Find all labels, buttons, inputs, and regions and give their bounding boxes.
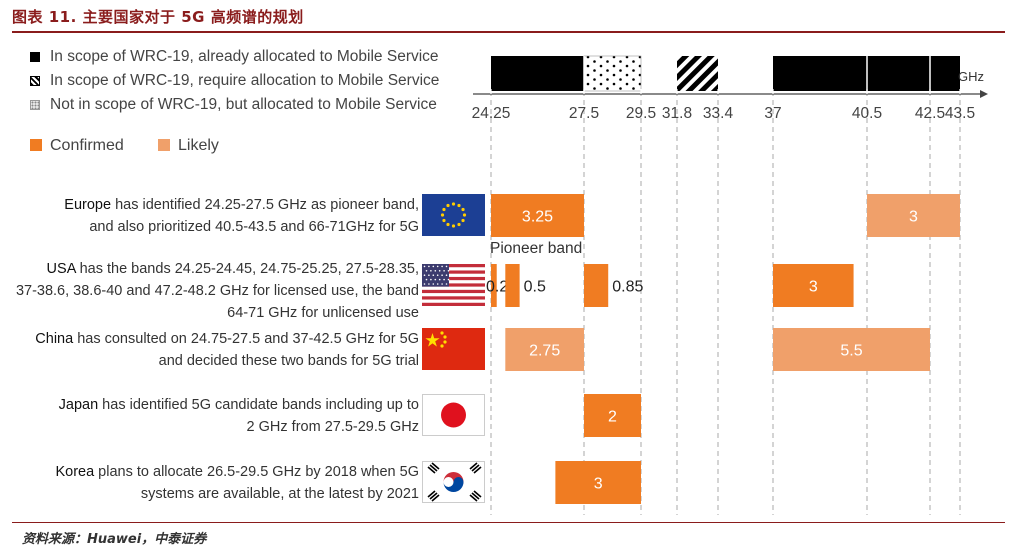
desc-line: 64-71 GHz for unlicensed use xyxy=(227,305,419,321)
desc-line: and also prioritized 40.5-43.5 and 66-71… xyxy=(89,219,419,235)
bar xyxy=(555,461,641,504)
desc-line: plans to allocate 26.5-29.5 GHz by 2018 … xyxy=(94,464,419,480)
bar-value-label: 5.5 xyxy=(840,343,862,360)
footer-divider xyxy=(12,522,1005,523)
bar xyxy=(584,394,641,437)
country-name: Korea xyxy=(55,464,95,480)
bar-value-label: 2.75 xyxy=(529,343,560,360)
desc-line: has identified 24.25-27.5 GHz as pioneer… xyxy=(111,197,419,213)
tick-label: 43.5 xyxy=(945,105,975,122)
bar-value-label: 0.5 xyxy=(524,279,546,296)
tick-label: 27.5 xyxy=(569,105,599,122)
us-flag xyxy=(422,264,485,306)
tick-label: 40.5 xyxy=(852,105,882,122)
row-description-europe: Europe has identified 24.25-27.5 GHz as … xyxy=(64,194,419,238)
scope-band xyxy=(677,56,718,91)
tick-label: 24.25 xyxy=(472,105,511,122)
legend-label: Confirmed xyxy=(50,137,124,154)
bar xyxy=(773,328,930,371)
bar xyxy=(867,194,960,237)
legend-item-solid: In scope of WRC-19, already allocated to… xyxy=(30,47,439,67)
cn-flag xyxy=(422,328,485,370)
title-divider xyxy=(12,31,1005,33)
desc-line: has consulted on 24.75-27.5 and 37-42.5 … xyxy=(73,331,419,347)
bar xyxy=(505,328,584,371)
legend-label: Likely xyxy=(178,137,219,154)
row-description-china: China has consulted on 24.75-27.5 and 37… xyxy=(35,328,419,372)
scope-band xyxy=(491,56,584,91)
bar-value-label: 0.85 xyxy=(612,279,643,296)
tick-label: 42.5 xyxy=(915,105,945,122)
tick-label: 37 xyxy=(764,105,781,122)
desc-line: 37-38.6, 38.6-40 and 47.2-48.2 GHz for l… xyxy=(15,283,419,299)
pioneer-band-annotation: Pioneer band xyxy=(490,240,582,257)
row-description-usa: USA has the bands 24.25-24.45, 24.75-25.… xyxy=(16,258,419,324)
tick-label: 29.5 xyxy=(626,105,656,122)
country-name: Japan xyxy=(58,397,99,413)
confirmed-swatch-icon xyxy=(30,139,42,151)
likely-swatch-icon xyxy=(158,139,170,151)
tick-label: 33.4 xyxy=(703,105,734,122)
country-name: Europe xyxy=(64,197,112,213)
legend-item-dots: Not in scope of WRC-19, but allocated to… xyxy=(30,95,437,115)
bar-value-label: 3 xyxy=(594,476,603,493)
solid-swatch-icon xyxy=(30,52,40,62)
hatch-swatch-icon xyxy=(30,76,40,86)
scope-band xyxy=(583,55,642,92)
bar xyxy=(491,264,497,307)
source-note: 资料来源：Huawei，中泰证券 xyxy=(22,532,207,547)
legend-label: Not in scope of WRC-19, but allocated to… xyxy=(50,96,437,113)
country-name: China xyxy=(35,331,74,347)
desc-line: systems are available, at the latest by … xyxy=(140,486,419,502)
bar-value-label: 3 xyxy=(909,209,918,226)
row-description-korea: Korea plans to allocate 26.5-29.5 GHz by… xyxy=(55,461,419,505)
legend-label: In scope of WRC-19, require allocation t… xyxy=(50,72,440,89)
desc-line: and decided these two bands for 5G trial xyxy=(158,353,419,369)
legend-item-hatch: In scope of WRC-19, require allocation t… xyxy=(30,71,439,91)
desc-line: has the bands 24.25-24.45, 24.75-25.25, … xyxy=(75,261,419,277)
bar-value-label: 2 xyxy=(608,409,617,426)
legend-confirmed: Confirmed xyxy=(30,136,124,156)
bar xyxy=(505,264,520,307)
x-axis-unit: GHz xyxy=(958,69,984,84)
eu-flag xyxy=(422,194,485,236)
desc-line: has identified 5G candidate bands includ… xyxy=(98,397,419,413)
legend-label: In scope of WRC-19, already allocated to… xyxy=(50,48,439,65)
bar-value-label: 0.2 xyxy=(486,279,508,296)
kr-flag xyxy=(422,461,485,503)
bar-value-label: 3.25 xyxy=(522,209,553,226)
desc-line: 2 GHz from 27.5-29.5 GHz xyxy=(246,419,419,435)
bar-value-label: 3 xyxy=(809,279,818,296)
figure-title: 图表 11. 主要国家对于 5G 高频谱的规划 xyxy=(12,8,304,26)
dots-swatch-icon xyxy=(30,100,40,110)
row-description-japan: Japan has identified 5G candidate bands … xyxy=(59,394,419,438)
tick-label: 31.8 xyxy=(662,105,692,122)
legend-likely: Likely xyxy=(158,136,219,156)
bar xyxy=(773,264,854,307)
jp-flag xyxy=(422,394,485,436)
bar xyxy=(584,264,609,307)
country-name: USA xyxy=(46,261,76,277)
axis-arrow-icon xyxy=(980,90,988,98)
bar xyxy=(491,194,584,237)
